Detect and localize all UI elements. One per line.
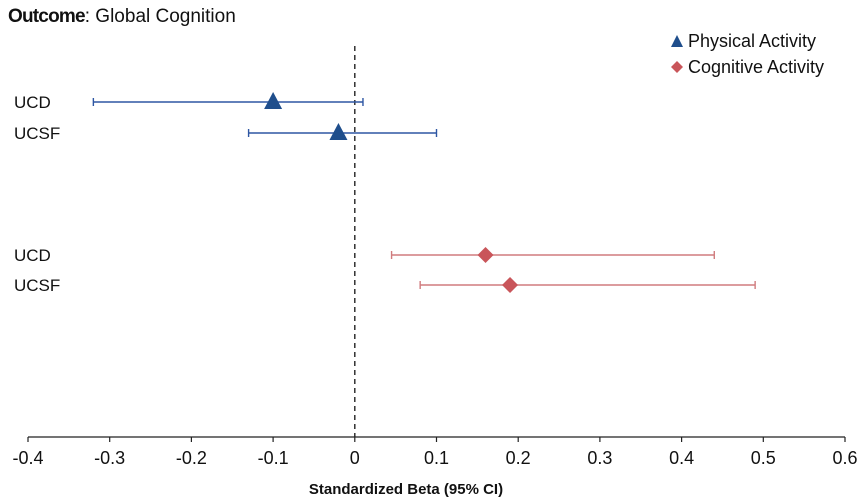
- x-tick-label: 0.2: [506, 448, 531, 468]
- point-estimate-physical-activity-ucsf: [329, 123, 348, 140]
- chart-title: Outcome: Global Cognition: [8, 6, 236, 28]
- row-label-cognitive-activity-ucsf: UCSF: [14, 276, 60, 295]
- point-estimate-cognitive-activity-ucd: [477, 247, 494, 263]
- triangle-icon: [671, 35, 683, 47]
- x-tick-label: 0.1: [424, 448, 449, 468]
- x-tick-label: 0: [350, 448, 360, 468]
- point-estimate-cognitive-activity-ucsf: [502, 277, 519, 293]
- row-label-physical-activity-ucsf: UCSF: [14, 124, 60, 143]
- x-tick-label: -0.2: [176, 448, 207, 468]
- row-label-physical-activity-ucd: UCD: [14, 93, 51, 112]
- x-tick-label: 0.5: [751, 448, 776, 468]
- x-axis-label: Standardized Beta (95% CI): [309, 481, 503, 498]
- legend: Physical Activity Cognitive Activity: [668, 28, 824, 80]
- x-tick-label: 0.4: [669, 448, 694, 468]
- row-label-cognitive-activity-ucd: UCD: [14, 246, 51, 265]
- legend-item-physical-activity: Physical Activity: [668, 28, 824, 54]
- x-tick-label: -0.4: [12, 448, 43, 468]
- legend-label-cognitive-activity: Cognitive Activity: [688, 56, 825, 77]
- x-tick-label: 0.3: [587, 448, 612, 468]
- x-tick-label: -0.3: [94, 448, 125, 468]
- x-tick-label: 0.6: [832, 448, 857, 468]
- legend-label-physical-activity: Physical Activity: [688, 30, 817, 51]
- chart-title-lead: Outcome: [8, 6, 86, 27]
- legend-item-cognitive-activity: Cognitive Activity: [668, 54, 824, 80]
- point-estimate-physical-activity-ucd: [264, 92, 283, 109]
- diamond-icon: [671, 61, 683, 73]
- x-tick-label: -0.1: [258, 448, 289, 468]
- chart-title-rest: : Global Cognition: [84, 6, 236, 27]
